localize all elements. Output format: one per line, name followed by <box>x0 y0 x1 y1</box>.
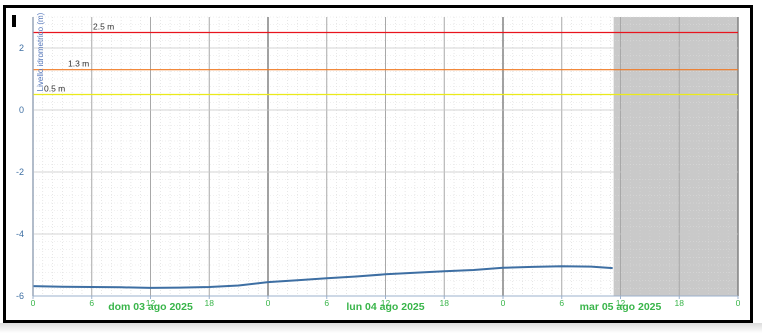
x-tick-label: 6 <box>559 298 564 308</box>
x-tick-label: 0 <box>266 298 271 308</box>
corner-mark <box>12 15 16 27</box>
y-tick-label: 0 <box>19 105 24 115</box>
x-tick-label: 12 <box>381 298 391 308</box>
x-tick-label: 0 <box>501 298 506 308</box>
y-tick-label: -4 <box>16 229 24 239</box>
y-tick-label: 2 <box>19 43 24 53</box>
x-tick-label: 18 <box>440 298 450 308</box>
water-level-series-line <box>32 265 613 289</box>
y-axis-label: Livello idrometrico (m) <box>36 12 45 91</box>
x-tick-label: 18 <box>205 298 215 308</box>
x-tick-label: 6 <box>324 298 329 308</box>
x-tick-label: 18 <box>675 298 685 308</box>
threshold-label: 1.3 m <box>68 59 89 69</box>
y-tick-label: -6 <box>16 291 24 301</box>
x-tick-label: 12 <box>616 298 626 308</box>
threshold-label: 0.5 m <box>44 84 65 94</box>
day-label: mar 05 ago 2025 <box>580 301 662 313</box>
x-tick-label: 0 <box>736 298 741 308</box>
x-tick-label: 0 <box>31 298 36 308</box>
day-label: dom 03 ago 2025 <box>108 301 193 313</box>
bottom-shadow <box>0 323 762 333</box>
x-tick-label: 6 <box>89 298 94 308</box>
threshold-label: 2.5 m <box>93 22 114 32</box>
x-tick-label: 12 <box>146 298 156 308</box>
y-tick-label: -2 <box>16 167 24 177</box>
day-label: lun 04 ago 2025 <box>346 301 424 313</box>
